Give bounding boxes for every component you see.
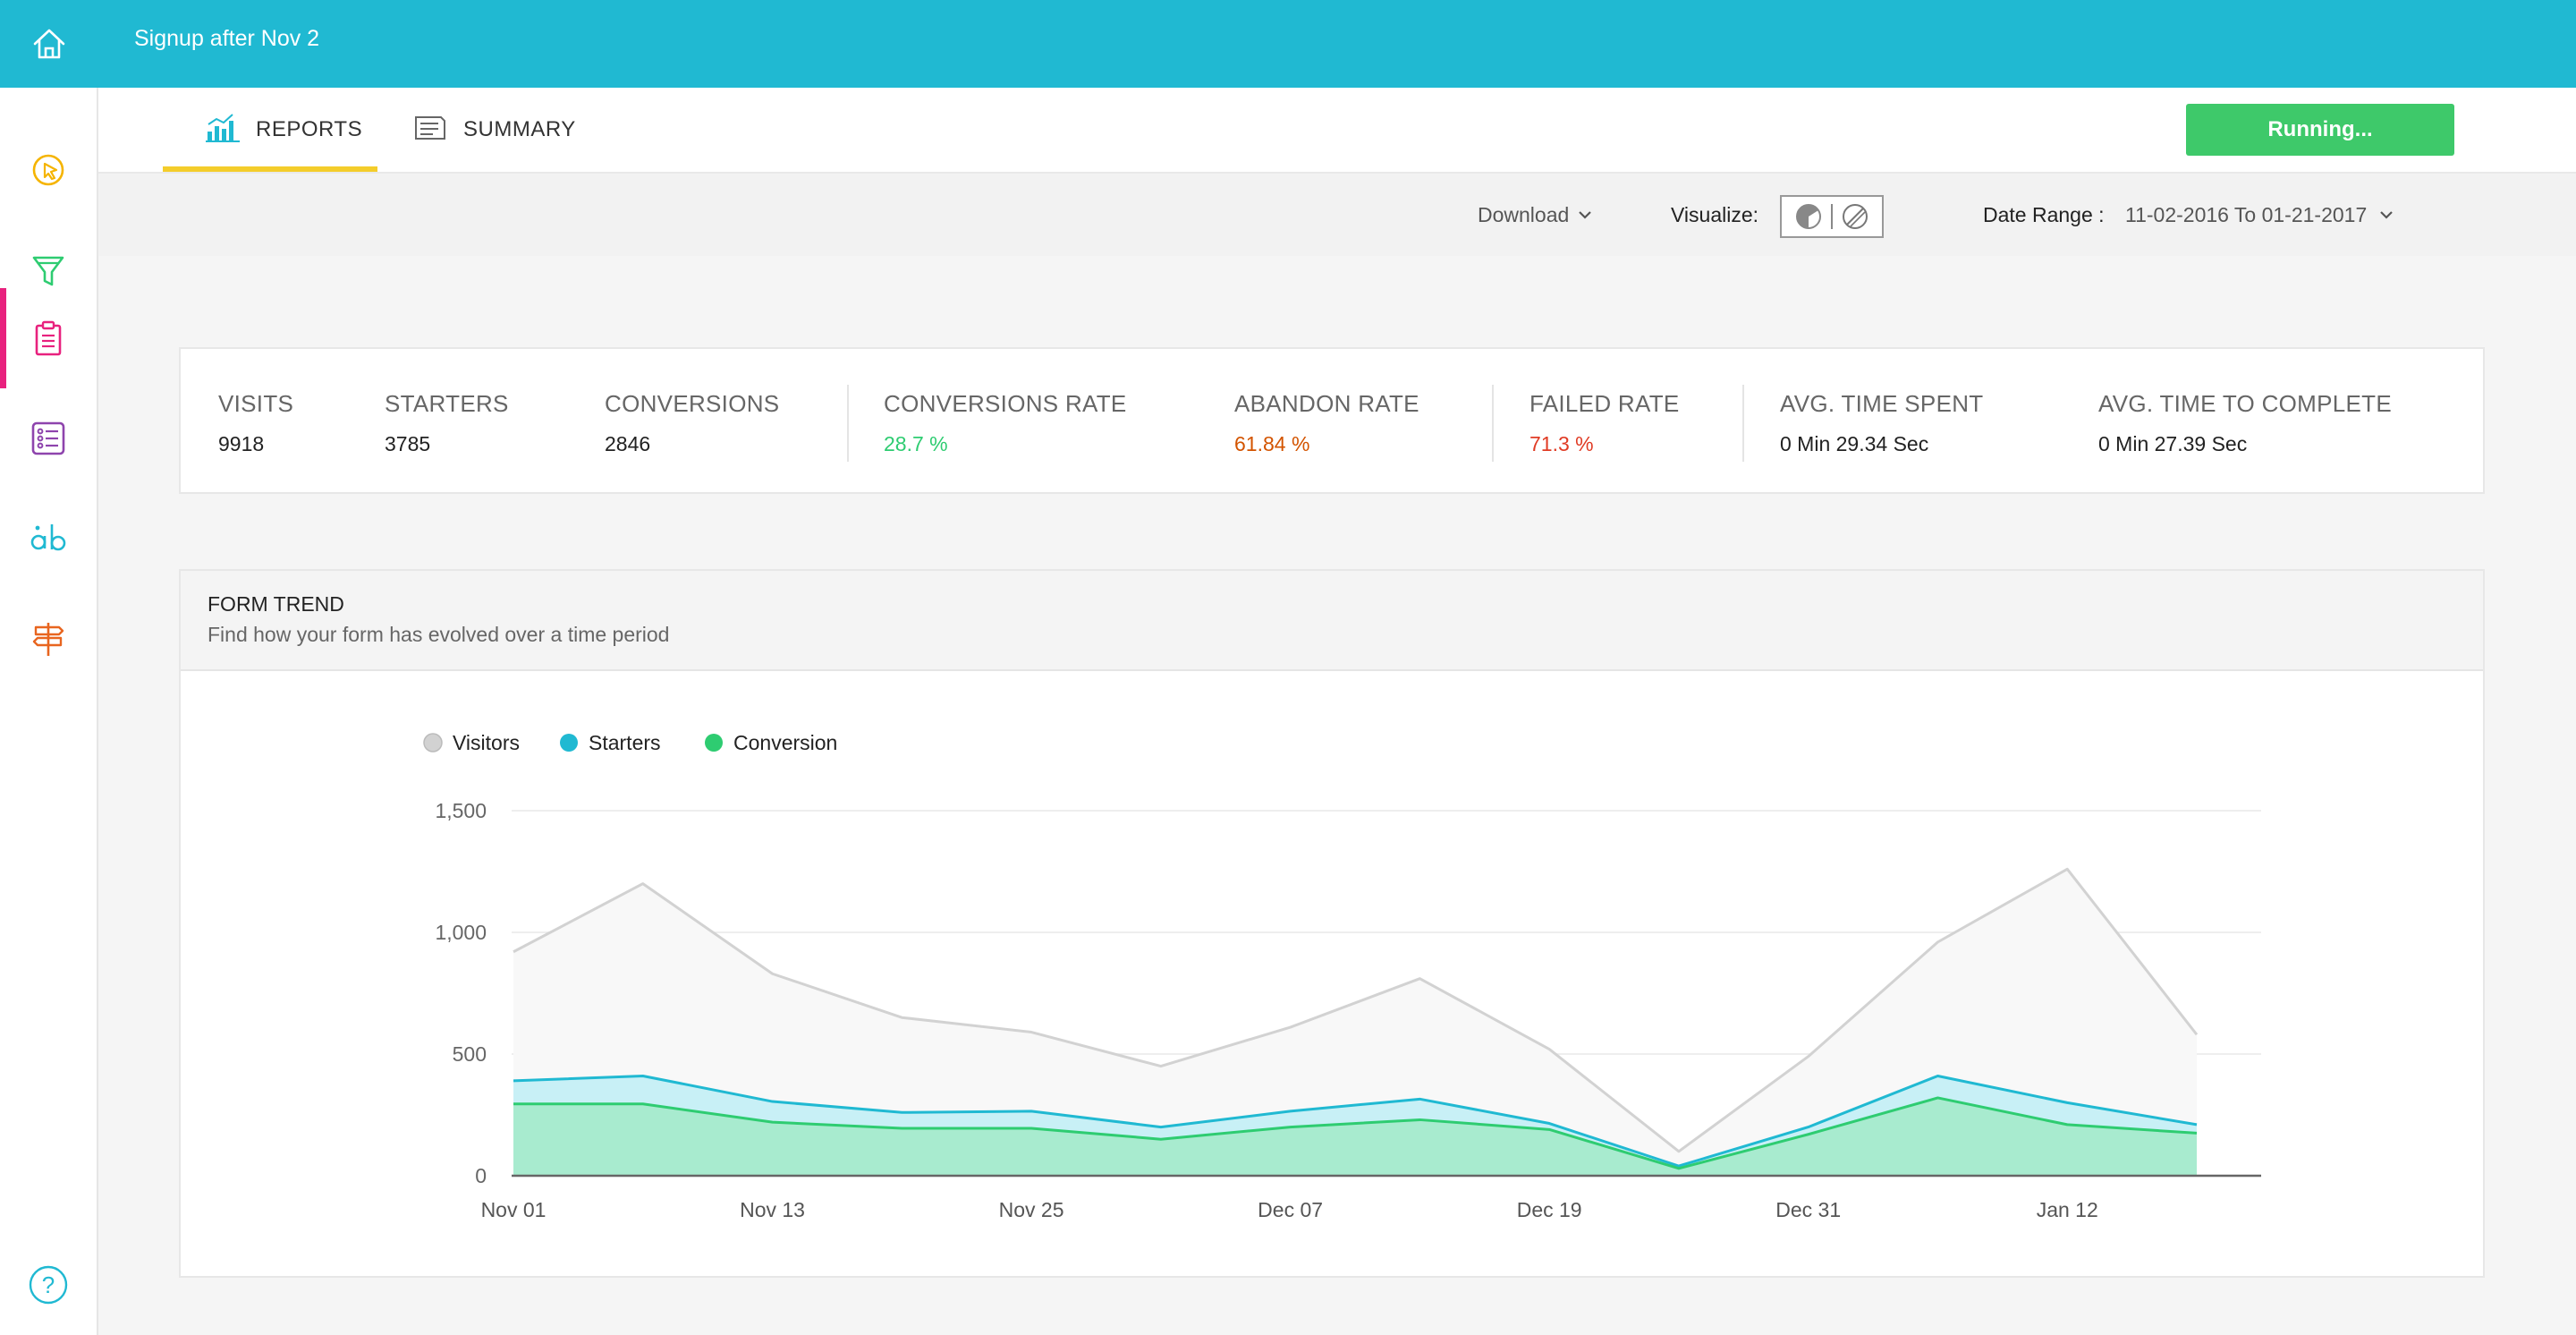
stat-label: CONVERSIONS RATE	[884, 390, 1127, 417]
x-tick-label: Dec 19	[1517, 1198, 1582, 1221]
x-tick-label: Nov 01	[481, 1198, 547, 1221]
sidebar-item-form-analytics[interactable]	[0, 288, 97, 388]
x-tick-label: Nov 13	[740, 1198, 805, 1221]
visualize-toggle[interactable]	[1780, 195, 1884, 238]
y-tick-label: 1,000	[435, 921, 487, 944]
svg-text:?: ?	[42, 1271, 55, 1298]
x-tick-label: Dec 07	[1258, 1198, 1323, 1221]
tab-reports-label: REPORTS	[256, 117, 363, 141]
legend-label: Conversion	[733, 731, 837, 754]
stat-value: 0 Min 29.34 Sec	[1780, 432, 1929, 455]
area-conversion	[513, 1097, 2197, 1176]
document-icon	[413, 113, 447, 148]
home-button[interactable]	[0, 0, 98, 88]
visualize-label: Visualize:	[1671, 203, 1759, 226]
tab-summary-label: SUMMARY	[463, 117, 576, 141]
legend-item-starters[interactable]: Starters	[560, 731, 661, 754]
series-line-starters	[513, 1074, 2198, 1168]
x-tick-label: Jan 12	[2037, 1198, 2098, 1221]
stat-value: 2846	[605, 432, 651, 455]
clipboard-icon	[35, 320, 62, 356]
date-range-label: Date Range :	[1983, 203, 2105, 226]
form-trend-subtitle: Find how your form has evolved over a ti…	[208, 623, 670, 646]
running-status-button[interactable]: Running...	[2186, 104, 2454, 156]
sidebar-item-journeys[interactable]	[0, 589, 97, 689]
stat-value: 61.84 %	[1234, 432, 1310, 455]
y-tick-label: 500	[453, 1042, 487, 1066]
help-icon: ?	[29, 1265, 68, 1305]
sidebar-item-funnels[interactable]	[0, 220, 97, 320]
stat-label: VISITS	[218, 390, 294, 417]
stat-abandon-rate: ABANDON RATE 61.84 %	[1234, 390, 1419, 456]
stat-visits: VISITS 9918	[218, 390, 293, 456]
legend-label: Visitors	[453, 731, 520, 754]
legend-marker	[705, 734, 723, 752]
legend-item-conversion[interactable]: Conversion	[705, 731, 837, 754]
form-trend-title: FORM TREND	[208, 592, 344, 616]
stat-avg-time-to-complete: AVG. TIME TO COMPLETE 0 Min 27.39 Sec	[2098, 390, 2392, 456]
tab-summary[interactable]: SUMMARY	[404, 88, 610, 172]
stat-label: AVG. TIME SPENT	[1780, 390, 1984, 417]
y-tick-label: 1,500	[435, 799, 487, 822]
stat-label: STARTERS	[385, 390, 509, 417]
top-bar: Signup after Nov 2	[0, 0, 2576, 88]
stat-label: CONVERSIONS	[605, 390, 780, 417]
stats-card: VISITS 9918 STARTERS 3785 CONVERSIONS 28…	[179, 347, 2485, 494]
stat-label: AVG. TIME TO COMPLETE	[2098, 390, 2392, 417]
pie-chart-icon[interactable]	[1793, 201, 1824, 232]
stat-value: 28.7 %	[884, 432, 948, 455]
x-tick-label: Dec 31	[1775, 1198, 1841, 1221]
form-trend-header: FORM TREND Find how your form has evolve…	[181, 571, 2483, 671]
stats-divider	[1492, 385, 1494, 462]
bar-chart-icon	[206, 112, 240, 149]
download-label: Download	[1478, 202, 1570, 226]
sidebar-item-heatmaps[interactable]	[0, 120, 97, 220]
signpost-icon	[32, 623, 64, 656]
date-range-value: 11-02-2016 To 01-21-2017	[2125, 202, 2368, 226]
tabs-bar: REPORTS SUMMARY Running...	[98, 88, 2576, 174]
legend-item-visitors[interactable]: Visitors	[423, 731, 520, 754]
stat-value: 3785	[385, 432, 431, 455]
date-range-dropdown[interactable]: 11-02-2016 To 01-21-2017	[2125, 174, 2394, 256]
y-tick-label: 0	[475, 1164, 487, 1187]
legend-marker	[560, 734, 578, 752]
ab-test-icon	[30, 524, 66, 551]
home-icon	[33, 29, 65, 59]
tab-reports[interactable]: REPORTS	[163, 88, 377, 172]
stat-conversions-rate: CONVERSIONS RATE 28.7 %	[884, 390, 1127, 456]
stat-failed-rate: FAILED RATE 71.3 %	[1530, 390, 1680, 456]
form-trend-card: FORM TREND Find how your form has evolve…	[179, 569, 2485, 1278]
stat-value: 0 Min 27.39 Sec	[2098, 432, 2248, 455]
stat-value: 9918	[218, 432, 265, 455]
cursor-click-icon	[32, 154, 64, 186]
x-tick-label: Nov 25	[999, 1198, 1064, 1221]
stats-divider	[1742, 385, 1744, 462]
chevron-down-icon	[1579, 211, 1592, 219]
stat-starters: STARTERS 3785	[385, 390, 509, 456]
stats-divider	[847, 385, 849, 462]
stat-value: 71.3 %	[1530, 432, 1594, 455]
legend-marker	[423, 733, 443, 753]
sidebar-item-ab-testing[interactable]	[0, 489, 97, 589]
stat-avg-time-spent: AVG. TIME SPENT 0 Min 29.34 Sec	[1780, 390, 1983, 456]
stat-label: FAILED RATE	[1530, 390, 1680, 417]
disable-icon[interactable]	[1840, 201, 1870, 232]
funnel-icon	[32, 256, 64, 286]
series-line-visitors	[513, 867, 2199, 1153]
stat-label: ABANDON RATE	[1234, 390, 1419, 417]
checklist-icon	[31, 421, 65, 455]
report-toolbar: Download Visualize: Date Range : 11-02-2…	[98, 174, 2576, 256]
download-dropdown[interactable]: Download	[1478, 174, 1592, 256]
stat-conversions: CONVERSIONS 2846	[605, 390, 779, 456]
chevron-down-icon	[2380, 211, 2394, 219]
sidebar-item-surveys[interactable]	[0, 388, 97, 489]
help-button[interactable]: ?	[0, 1235, 97, 1335]
series-line-conversion	[513, 1096, 2198, 1170]
sidebar: ?	[0, 88, 98, 1335]
page-title: Signup after Nov 2	[134, 26, 320, 51]
form-trend-chart: 0 500 1,000 1,500 Nov 01 Nov 13 Nov 25 Dec 07 De…	[423, 731, 2261, 1221]
legend-label: Starters	[589, 731, 661, 754]
toggle-separator	[1831, 204, 1833, 229]
area-visitors	[513, 869, 2197, 1176]
